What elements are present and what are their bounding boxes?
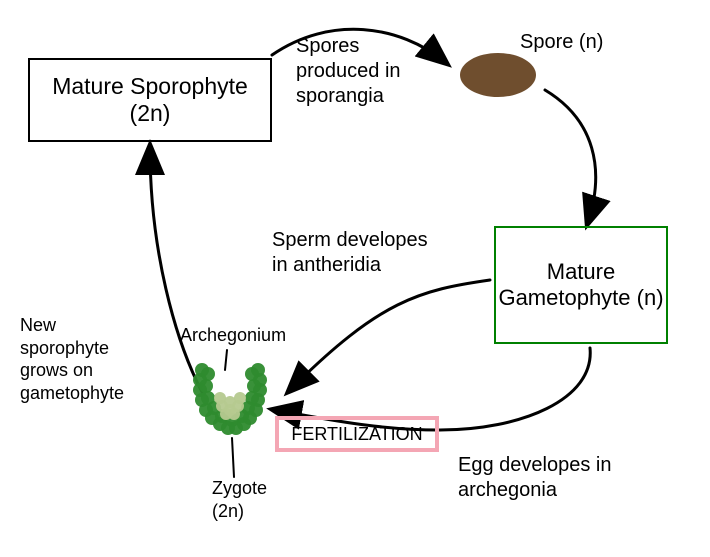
egg-dev-label: Egg developes in archegonia bbox=[458, 453, 611, 503]
spore-n-label: Spore (n) bbox=[520, 30, 603, 55]
zygote-label: Zygote (2n) bbox=[212, 477, 267, 522]
spores-produced-label: Spores produced in sporangia bbox=[296, 34, 401, 109]
spore-shape bbox=[460, 53, 536, 97]
archegonium-shape bbox=[193, 363, 267, 435]
sperm-dev-label: Sperm developes in antheridia bbox=[272, 228, 428, 278]
mature-gametophyte-node: Mature Gametophyte (n) bbox=[494, 226, 668, 344]
mature-sporophyte-label: Mature Sporophyte (2n) bbox=[30, 73, 270, 127]
fertilization-node: FERTILIZATION bbox=[275, 416, 439, 452]
new-sporophyte-label: New sporophyte grows on gametophyte bbox=[20, 314, 124, 404]
mature-gametophyte-label: Mature Gametophyte (n) bbox=[496, 259, 666, 311]
archegonium-label: Archegonium bbox=[180, 324, 286, 347]
mature-sporophyte-node: Mature Sporophyte (2n) bbox=[28, 58, 272, 142]
fertilization-label: FERTILIZATION bbox=[291, 424, 422, 445]
